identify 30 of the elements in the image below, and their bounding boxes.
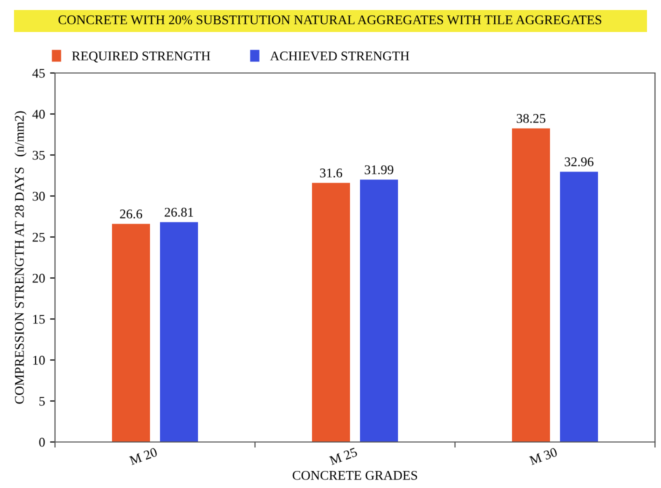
y-tick-label: 15 bbox=[33, 314, 45, 324]
bar bbox=[512, 128, 550, 442]
y-tick-label: 0 bbox=[39, 438, 45, 447]
y-tick-label: 45 bbox=[32, 68, 45, 78]
data-label: 38.25 bbox=[516, 114, 546, 123]
bar bbox=[560, 172, 598, 442]
x-axis-title: CONCRETE GRADES bbox=[292, 470, 418, 480]
bar bbox=[360, 180, 398, 442]
bar bbox=[312, 182, 350, 442]
bar bbox=[160, 222, 198, 442]
legend-label: REQUIRED STRENGTH bbox=[72, 52, 210, 62]
data-label: 26.6 bbox=[120, 210, 142, 218]
data-label: 31.6 bbox=[320, 168, 342, 178]
y-tick-label: 30 bbox=[32, 192, 45, 201]
x-tick-label: M 25 bbox=[328, 447, 358, 466]
legend-label: ACHIEVED STRENGTH bbox=[270, 52, 410, 60]
y-axis-title: COMPRESSION STRENGTH AT 28 DAYS (n/mm2) bbox=[14, 111, 27, 404]
y-tick-label: 40 bbox=[32, 110, 45, 119]
y-tick-label: 25 bbox=[32, 232, 45, 242]
chart-title: CONCRETE WITH 20% SUBSTITUTION NATURAL AGGREGATES WITH TILE AGGREGATES bbox=[58, 15, 602, 24]
bar bbox=[112, 224, 150, 442]
y-tick-label: 5 bbox=[39, 396, 45, 406]
x-tick-label: M 20 bbox=[128, 447, 158, 466]
data-label: 26.81 bbox=[164, 208, 194, 217]
x-tick-label: M 30 bbox=[528, 447, 558, 466]
y-tick-label: 10 bbox=[33, 356, 45, 365]
y-tick-label: 35 bbox=[32, 150, 45, 160]
data-label: 31.99 bbox=[364, 165, 394, 174]
data-label: 32.96 bbox=[564, 157, 594, 166]
y-tick-label: 20 bbox=[32, 274, 45, 283]
